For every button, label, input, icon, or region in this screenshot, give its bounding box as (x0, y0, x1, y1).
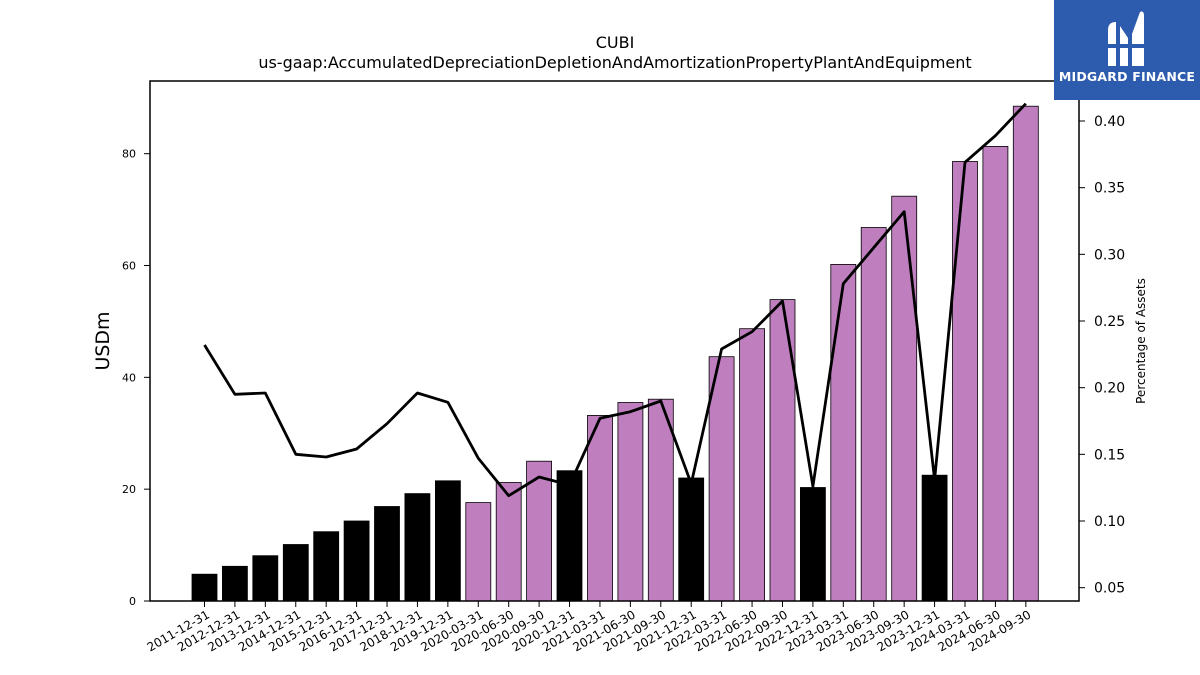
bar (860, 227, 887, 602)
bar (982, 145, 1009, 602)
bar (1012, 105, 1039, 602)
y2-tick-label: 0.10 (1094, 514, 1125, 530)
y-axis-label: USDm (92, 311, 114, 370)
bar (769, 299, 796, 602)
y-tick-label: 40 (122, 371, 136, 384)
brand-logo: MIDGARD FINANCE (1054, 0, 1200, 100)
bar (191, 573, 218, 602)
y2-tick-label: 0.25 (1094, 314, 1125, 330)
bar (952, 161, 978, 602)
y2-axis-label: Percentage of Assets (1134, 278, 1148, 404)
bar (434, 480, 461, 602)
y-axis-right: 0.05 0.10 0.15 0.20 0.25 0.30 0.35 0.40 (1079, 114, 1125, 597)
y2-tick-label: 0.35 (1094, 181, 1125, 197)
percentage-line (203, 102, 1027, 498)
bar (587, 414, 613, 602)
bar (495, 482, 522, 602)
y2-tick-label: 0.15 (1094, 447, 1125, 463)
y-axis-left: 0 20 40 60 80 (122, 148, 150, 608)
chart-title: CUBI (596, 33, 635, 52)
bar (252, 555, 279, 602)
bar (313, 531, 340, 602)
bar (830, 263, 857, 602)
bar (800, 487, 826, 602)
bar (678, 477, 705, 602)
bar (404, 493, 431, 602)
y2-tick-label: 0.05 (1094, 581, 1125, 597)
bar (556, 470, 583, 602)
bar (708, 356, 735, 602)
y-tick-label: 80 (122, 148, 136, 161)
plot-frame (149, 80, 1080, 602)
y2-tick-label: 0.40 (1094, 114, 1125, 130)
bar (526, 460, 552, 602)
bar (739, 328, 765, 602)
bar (617, 402, 644, 602)
bar (282, 544, 309, 602)
bar (374, 506, 400, 602)
y-tick-label: 60 (122, 260, 136, 273)
y-tick-label: 20 (122, 483, 136, 496)
bar (343, 520, 370, 602)
bar (465, 502, 492, 602)
bar (891, 195, 918, 602)
chart-subtitle: us-gaap:AccumulatedDepreciationDepletion… (258, 53, 971, 72)
brand-name: MIDGARD FINANCE (1058, 69, 1196, 84)
x-axis: 2011-12-312012-12-312013-12-312014-12-31… (145, 601, 1033, 654)
y2-tick-label: 0.20 (1094, 381, 1125, 397)
line-series (203, 102, 1027, 498)
y-tick-label: 0 (129, 595, 136, 608)
bar (221, 565, 248, 602)
bar (647, 398, 674, 602)
bar (921, 474, 948, 602)
y2-tick-label: 0.30 (1094, 247, 1125, 263)
midgard-m-logo-icon (1104, 11, 1150, 66)
bar-series (191, 105, 1039, 602)
